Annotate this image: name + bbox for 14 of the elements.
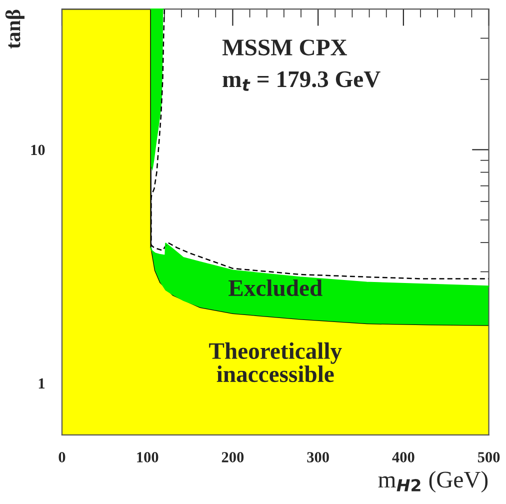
x-axis-title: m$_{H2}$ (GeV) bbox=[378, 471, 488, 492]
y-axis-title: tanβ bbox=[5, 10, 24, 49]
x-tick-label: 100 bbox=[137, 452, 158, 462]
annotation: Theoretically inaccessible bbox=[209, 342, 342, 382]
x-tick-label: 200 bbox=[222, 452, 244, 462]
x-tick-label: 300 bbox=[307, 452, 329, 462]
annotation: m$_{t}$ = 179.3 GeV bbox=[222, 71, 380, 91]
x-tick-label: 400 bbox=[392, 452, 414, 462]
y-tick-label: 1 bbox=[38, 378, 45, 388]
annotation: MSSM CPX bbox=[222, 40, 348, 56]
annotation: Excluded bbox=[228, 279, 322, 296]
y-tick-label: 10 bbox=[31, 144, 45, 156]
x-tick-label: 500 bbox=[478, 452, 500, 462]
x-tick-label: 0 bbox=[58, 452, 66, 462]
